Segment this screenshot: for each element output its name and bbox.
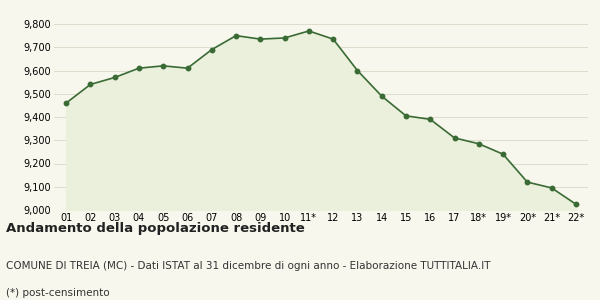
Text: (*) post-censimento: (*) post-censimento bbox=[6, 288, 110, 298]
Text: COMUNE DI TREIA (MC) - Dati ISTAT al 31 dicembre di ogni anno - Elaborazione TUT: COMUNE DI TREIA (MC) - Dati ISTAT al 31 … bbox=[6, 261, 491, 271]
Text: Andamento della popolazione residente: Andamento della popolazione residente bbox=[6, 222, 305, 235]
